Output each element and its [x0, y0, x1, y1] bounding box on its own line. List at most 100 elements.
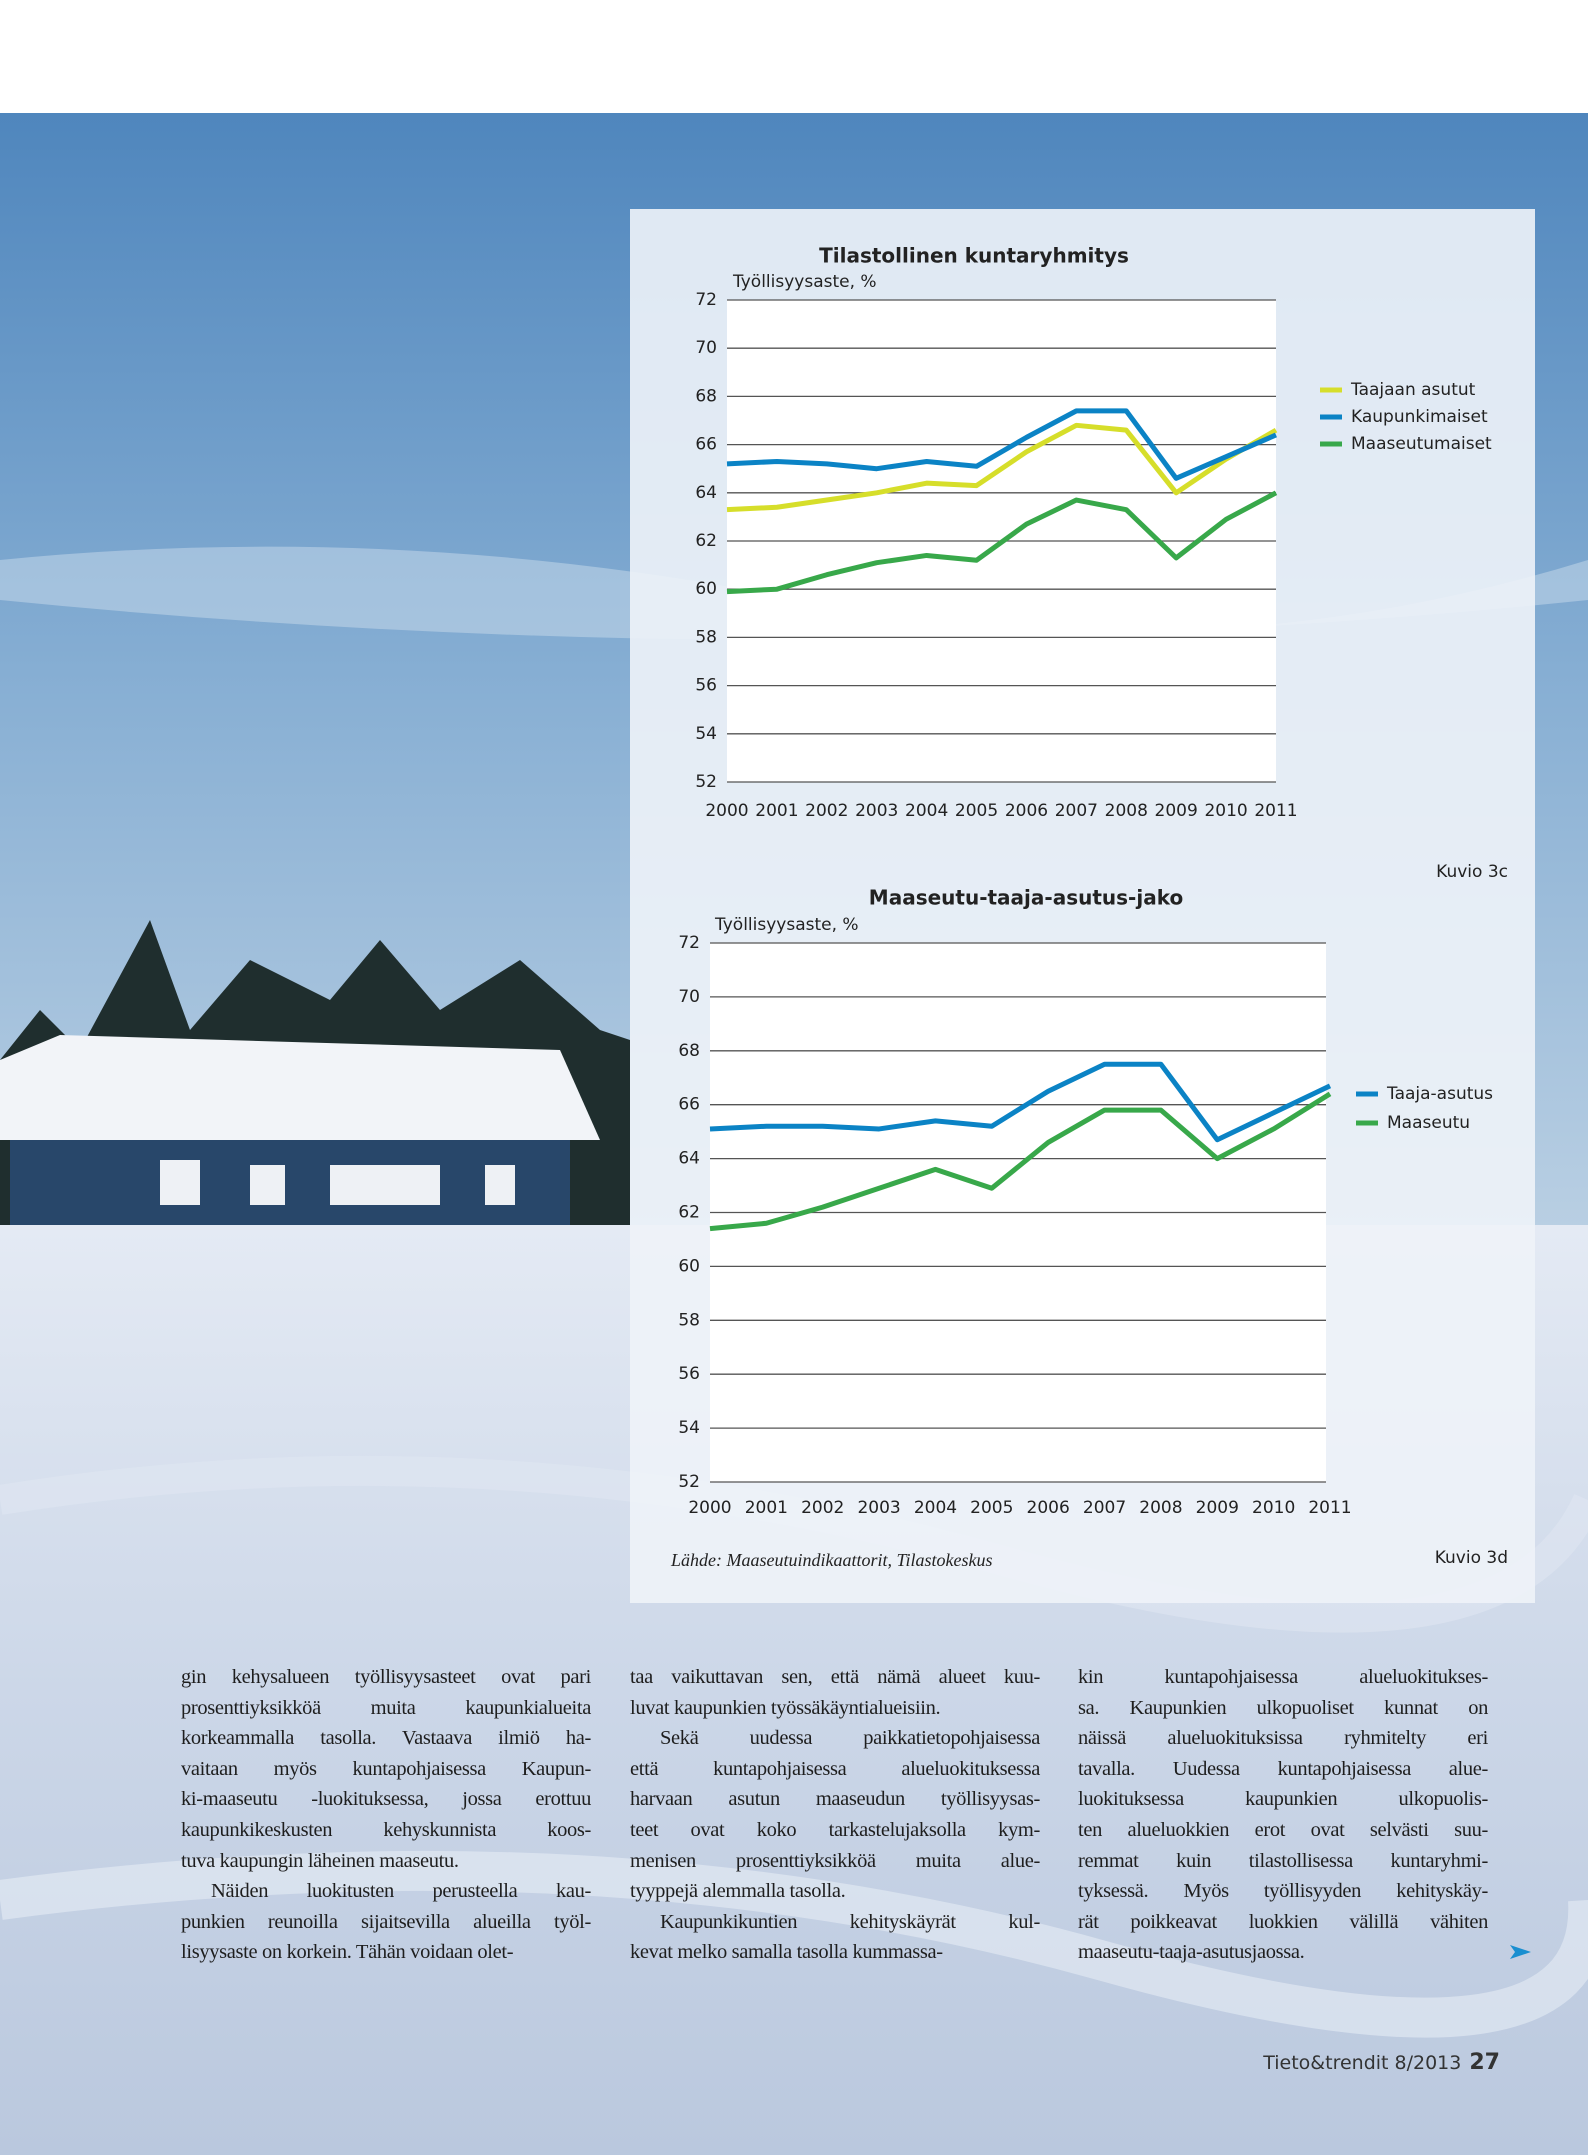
y-tick-label: 54: [695, 724, 717, 744]
x-tick-label: 2010: [1204, 801, 1247, 821]
text-line: näissä alueluokituksissa ryhmitelty eri: [1078, 1723, 1488, 1754]
x-tick-label: 2001: [745, 1498, 788, 1518]
x-tick-label: 2000: [705, 801, 748, 821]
x-tick-label: 2004: [905, 801, 948, 821]
text-line: luvat kaupunkien työssäkäyntialueisiin.: [630, 1693, 1040, 1724]
paragraph: taa vaikuttavan sen, että nämä alueet ku…: [630, 1662, 1040, 1723]
chart-title: Maaseutu-taaja-asutus-jako: [869, 886, 1183, 910]
y-tick-label: 58: [678, 1310, 700, 1330]
y-axis-label: Työllisyysaste, %: [714, 915, 859, 935]
text-line: tuva kaupungin läheinen maaseutu.: [181, 1846, 591, 1877]
y-tick-label: 52: [695, 772, 717, 792]
x-tick-label: 2005: [970, 1498, 1013, 1518]
y-tick-label: 64: [678, 1149, 700, 1169]
x-tick-label: 2006: [1005, 801, 1048, 821]
x-tick-label: 2007: [1055, 801, 1098, 821]
text-line: Kaupunkikuntien kehityskäyrät kul-: [630, 1907, 1040, 1938]
text-line: tavalla. Uudessa kuntapohjaisessa alue-: [1078, 1754, 1488, 1785]
text-line: rät poikkeavat luokkien välillä vähiten: [1078, 1907, 1488, 1938]
y-tick-label: 62: [678, 1203, 700, 1223]
source: Lähde: Maaseutuindikaattorit, Tilastokes…: [670, 1550, 993, 1570]
y-tick-label: 62: [695, 531, 717, 551]
x-tick-label: 2011: [1254, 801, 1297, 821]
text-line: kaupunkikeskusten kehyskunnista koos-: [181, 1815, 591, 1846]
text-line: harvaan asutun maaseudun työllisyysas-: [630, 1784, 1040, 1815]
paragraph: Kaupunkikuntien kehityskäyrät kul-kevat …: [630, 1907, 1040, 1968]
text-line: maaseutu-taaja-asutusjaossa.: [1078, 1937, 1488, 1968]
paragraph: kin kuntapohjaisessa alueluokitukses-sa.…: [1078, 1662, 1488, 1968]
x-tick-label: 2008: [1139, 1498, 1182, 1518]
y-tick-label: 60: [678, 1256, 700, 1276]
text-line: tyksessä. Myös työllisyyden kehityskäy-: [1078, 1876, 1488, 1907]
text-line: ki-maaseutu -luokituksessa, jossa erottu…: [181, 1784, 591, 1815]
text-line: kin kuntapohjaisessa alueluokitukses-: [1078, 1662, 1488, 1693]
y-tick-label: 60: [695, 579, 717, 599]
text-line: Sekä uudessa paikkatietopohjaisessa: [630, 1723, 1040, 1754]
legend-label: Taaja-asutus: [1386, 1084, 1493, 1104]
footer: Tieto&trendit 8/2013 27: [1263, 2050, 1500, 2075]
y-tick-label: 70: [678, 987, 700, 1007]
x-tick-label: 2006: [1027, 1498, 1070, 1518]
text-line: remmat kuin tilastollisessa kuntaryhmi-: [1078, 1846, 1488, 1877]
x-tick-label: 2010: [1252, 1498, 1295, 1518]
y-tick-label: 56: [695, 676, 717, 696]
x-tick-label: 2011: [1308, 1498, 1351, 1518]
chart-title: Tilastollinen kuntaryhmitys: [819, 244, 1129, 268]
x-tick-label: 2000: [688, 1498, 731, 1518]
page-number: 27: [1469, 2050, 1500, 2075]
x-tick-label: 2003: [857, 1498, 900, 1518]
x-tick-label: 2009: [1196, 1498, 1239, 1518]
text-line: punkien reunoilla sijaitsevilla alueilla…: [181, 1907, 591, 1938]
text-line: taa vaikuttavan sen, että nämä alueet ku…: [630, 1662, 1040, 1693]
y-tick-label: 58: [695, 627, 717, 647]
text-line: että kuntapohjaisessa alueluokituksessa: [630, 1754, 1040, 1785]
text-line: sa. Kaupunkien ulkopuoliset kunnat on: [1078, 1693, 1488, 1724]
y-axis-label: Työllisyysaste, %: [732, 272, 877, 292]
legend-label: Maaseutu: [1387, 1113, 1470, 1133]
y-tick-label: 68: [695, 386, 717, 406]
text-line: menisen prosenttiyksikköä muita alue-: [630, 1846, 1040, 1877]
y-tick-label: 72: [695, 290, 717, 310]
text-column: kin kuntapohjaisessa alueluokitukses-sa.…: [1078, 1662, 1488, 1968]
y-tick-label: 68: [678, 1041, 700, 1061]
x-tick-label: 2004: [914, 1498, 957, 1518]
paragraph: gin kehysalueen työllisyysasteet ovat pa…: [181, 1662, 591, 1876]
legend-label: Taajaan asutut: [1350, 380, 1476, 400]
text-line: tyyppejä alemmalla tasolla.: [630, 1876, 1040, 1907]
x-tick-label: 2005: [955, 801, 998, 821]
y-tick-label: 72: [678, 933, 700, 953]
text-line: kevat melko samalla tasolla kummassa-: [630, 1937, 1040, 1968]
legend-label: Maaseutumaiset: [1351, 434, 1492, 454]
x-tick-label: 2001: [755, 801, 798, 821]
text-line: luokituksessa kaupunkien ulkopuolis-: [1078, 1784, 1488, 1815]
text-column: gin kehysalueen työllisyysasteet ovat pa…: [181, 1662, 591, 1968]
figure-caption: Kuvio 3c: [1436, 862, 1508, 882]
x-tick-label: 2009: [1155, 801, 1198, 821]
text-line: prosenttiyksikköä muita kaupunkialueita: [181, 1693, 591, 1724]
x-tick-label: 2002: [801, 1498, 844, 1518]
text-line: lisyysaste on korkein. Tähän voidaan ole…: [181, 1937, 591, 1968]
text-line: gin kehysalueen työllisyysasteet ovat pa…: [181, 1662, 591, 1693]
text-line: vaitaan myös kuntapohjaisessa Kaupun-: [181, 1754, 591, 1785]
publication: Tieto&trendit 8/2013: [1263, 2052, 1461, 2074]
y-tick-label: 56: [678, 1364, 700, 1384]
y-tick-label: 70: [695, 338, 717, 358]
text-line: Näiden luokitusten perusteella kau-: [181, 1876, 591, 1907]
x-tick-label: 2007: [1083, 1498, 1126, 1518]
continue-arrow: [1510, 1945, 1531, 1959]
legend-label: Kaupunkimaiset: [1351, 407, 1488, 427]
figure-caption: Kuvio 3d: [1435, 1548, 1508, 1568]
paragraph: Näiden luokitusten perusteella kau-punki…: [181, 1876, 591, 1968]
text-line: teet ovat koko tarkastelujaksolla kym-: [630, 1815, 1040, 1846]
x-tick-label: 2008: [1105, 801, 1148, 821]
x-tick-label: 2002: [805, 801, 848, 821]
y-tick-label: 66: [678, 1095, 700, 1115]
y-tick-label: 66: [695, 435, 717, 455]
text-line: korkeammalla tasolla. Vastaava ilmiö ha-: [181, 1723, 591, 1754]
page: Lähde: Maaseutuindikaattorit, Tilastokes…: [0, 0, 1588, 2155]
y-tick-label: 54: [678, 1418, 700, 1438]
x-tick-label: 2003: [855, 801, 898, 821]
y-tick-label: 64: [695, 483, 717, 503]
text-line: ten alueluokkien erot ovat selvästi suu-: [1078, 1815, 1488, 1846]
